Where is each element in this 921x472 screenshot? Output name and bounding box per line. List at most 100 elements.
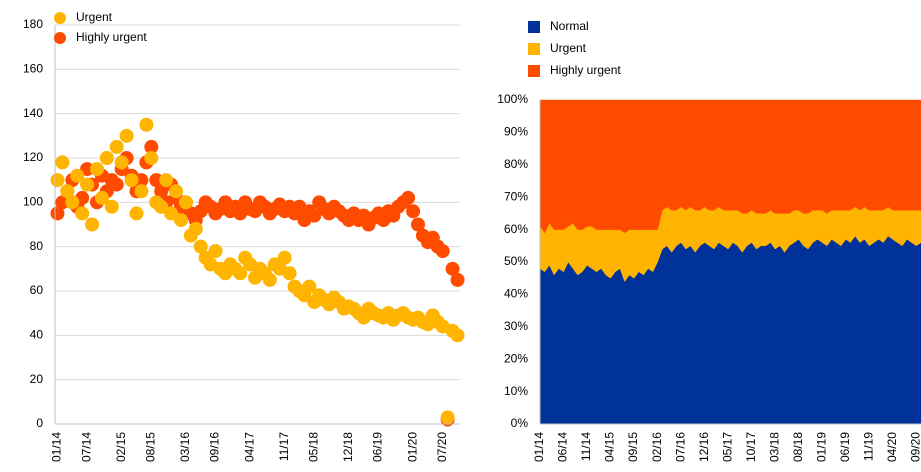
y-tick-label: 100 bbox=[23, 195, 43, 209]
x-tick-label: 01/14 bbox=[532, 432, 546, 462]
y-tick-label: 80% bbox=[504, 157, 528, 171]
y-tick-label: 0 bbox=[36, 416, 43, 430]
legend-label: Urgent bbox=[76, 10, 113, 24]
data-point bbox=[99, 151, 114, 165]
data-point bbox=[208, 244, 223, 259]
data-point bbox=[178, 195, 193, 210]
y-tick-label: 40% bbox=[504, 287, 528, 301]
y-tick-label: 70% bbox=[504, 189, 528, 203]
y-tick-label: 120 bbox=[23, 150, 43, 164]
x-tick-label: 07/20 bbox=[435, 432, 449, 462]
y-tick-label: 40 bbox=[30, 328, 44, 342]
legend-marker bbox=[54, 12, 66, 24]
y-tick-label: 50% bbox=[504, 254, 528, 268]
x-tick-label: 06/14 bbox=[556, 432, 570, 462]
data-point bbox=[193, 239, 208, 254]
data-point bbox=[233, 266, 248, 281]
data-point bbox=[109, 177, 124, 192]
data-point bbox=[406, 204, 421, 219]
x-tick-label: 06/19 bbox=[371, 432, 385, 462]
data-point bbox=[440, 410, 455, 425]
data-point bbox=[80, 177, 95, 192]
data-point bbox=[164, 206, 179, 221]
y-tick-label: 30% bbox=[504, 319, 528, 333]
data-point bbox=[114, 155, 129, 170]
data-point bbox=[411, 217, 426, 232]
data-point bbox=[154, 184, 169, 199]
legend-label: Highly urgent bbox=[76, 30, 147, 44]
x-tick-label: 09/20 bbox=[908, 432, 921, 462]
data-point bbox=[282, 266, 297, 281]
data-point bbox=[262, 272, 277, 287]
legend-label: Urgent bbox=[550, 41, 587, 55]
data-point bbox=[134, 173, 149, 188]
legend-label: Highly urgent bbox=[550, 63, 621, 77]
x-tick-label: 04/20 bbox=[885, 432, 899, 462]
data-point bbox=[65, 195, 80, 210]
data-point bbox=[89, 162, 104, 177]
data-point bbox=[75, 206, 90, 221]
data-point bbox=[159, 173, 174, 188]
data-point bbox=[445, 261, 460, 276]
data-point bbox=[50, 206, 65, 221]
x-tick-label: 08/18 bbox=[791, 432, 805, 462]
x-tick-label: 07/16 bbox=[673, 432, 687, 462]
legend-label: Normal bbox=[550, 19, 589, 33]
legend-marker bbox=[528, 21, 540, 33]
data-point bbox=[85, 217, 100, 232]
data-point bbox=[104, 199, 119, 214]
x-tick-label: 03/18 bbox=[767, 432, 781, 462]
data-point bbox=[129, 206, 144, 221]
data-point bbox=[124, 173, 139, 188]
data-point bbox=[450, 272, 465, 287]
legend-marker bbox=[528, 65, 540, 77]
x-tick-label: 04/17 bbox=[242, 432, 256, 462]
data-point bbox=[401, 190, 416, 205]
y-tick-label: 90% bbox=[504, 125, 528, 139]
x-tick-label: 05/17 bbox=[720, 432, 734, 462]
data-point bbox=[302, 279, 317, 294]
data-point bbox=[134, 184, 149, 199]
area bbox=[539, 99, 921, 234]
legend-marker bbox=[528, 43, 540, 55]
x-tick-label: 01/19 bbox=[814, 432, 828, 462]
data-point bbox=[173, 213, 188, 228]
y-tick-label: 140 bbox=[23, 106, 43, 120]
data-point bbox=[55, 155, 70, 170]
data-point bbox=[60, 184, 75, 199]
data-point bbox=[169, 184, 184, 199]
x-tick-label: 01/14 bbox=[50, 432, 64, 462]
y-tick-label: 20% bbox=[504, 351, 528, 365]
x-tick-label: 12/18 bbox=[341, 432, 355, 462]
data-point bbox=[144, 139, 159, 154]
x-tick-label: 07/14 bbox=[79, 432, 93, 462]
data-point bbox=[149, 173, 164, 188]
data-point bbox=[119, 128, 134, 143]
y-tick-label: 180 bbox=[23, 17, 43, 31]
x-tick-label: 09/15 bbox=[626, 432, 640, 462]
x-tick-label: 05/18 bbox=[306, 432, 320, 462]
y-tick-label: 80 bbox=[30, 239, 44, 253]
data-point bbox=[55, 195, 70, 210]
x-tick-label: 03/16 bbox=[178, 432, 192, 462]
y-tick-label: 20 bbox=[30, 372, 44, 386]
x-tick-label: 06/19 bbox=[838, 432, 852, 462]
y-tick-label: 0% bbox=[511, 416, 529, 430]
y-tick-label: 60 bbox=[30, 283, 44, 297]
data-point bbox=[139, 117, 154, 132]
x-tick-label: 11/14 bbox=[579, 432, 593, 461]
data-point bbox=[277, 250, 292, 265]
data-point bbox=[450, 328, 465, 343]
y-tick-label: 100% bbox=[497, 92, 528, 106]
x-tick-label: 02/16 bbox=[650, 432, 664, 462]
data-point bbox=[70, 168, 85, 183]
y-tick-label: 10% bbox=[504, 384, 528, 398]
data-point bbox=[188, 221, 203, 236]
data-point bbox=[307, 208, 322, 223]
data-point bbox=[144, 151, 159, 165]
data-point bbox=[435, 244, 450, 259]
x-tick-label: 10/17 bbox=[744, 432, 758, 462]
x-tick-label: 04/15 bbox=[603, 432, 617, 462]
legend-marker bbox=[54, 32, 66, 44]
